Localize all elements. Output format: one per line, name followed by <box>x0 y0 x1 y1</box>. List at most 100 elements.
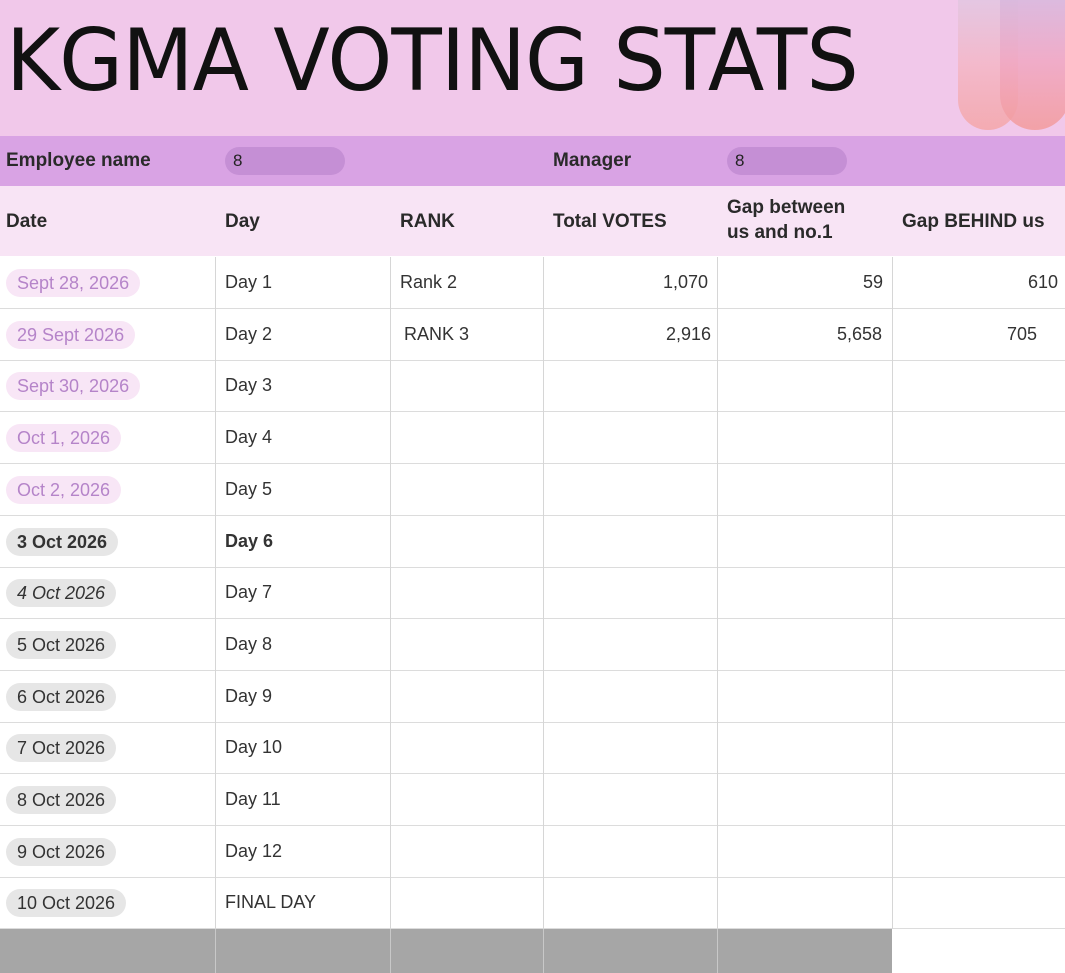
footer-bar <box>0 929 892 973</box>
date-chip[interactable]: 9 Oct 2026 <box>6 837 117 866</box>
gap-no1-cell[interactable]: 5,658 <box>836 323 882 344</box>
total-votes-cell[interactable]: 1,070 <box>662 272 708 292</box>
total-votes-cell[interactable] <box>543 464 708 515</box>
table-row: Oct 2, 2026 Day 5 <box>0 464 1065 516</box>
day-cell[interactable]: Day 3 <box>225 375 273 396</box>
day-cell[interactable]: Day 9 <box>225 685 273 706</box>
date-chip[interactable]: 6 Oct 2026 <box>6 682 117 711</box>
table-row: 29 Sept 2026 Day 2 RANK 3 2,916 5,658 705 <box>0 309 1065 361</box>
column-header-gap-no1: Gap between us and no.1 <box>727 195 845 245</box>
date-chip[interactable]: 29 Sept 2026 <box>6 320 136 349</box>
table-header: Date Day RANK Total VOTES Gap between us… <box>0 186 1065 256</box>
table-row: 5 Oct 2026 Day 8 <box>0 619 1065 671</box>
total-votes-cell[interactable] <box>543 619 708 670</box>
gap-no1-cell[interactable] <box>717 671 883 722</box>
day-cell[interactable]: Day 10 <box>225 737 283 758</box>
gap-no1-cell[interactable] <box>717 619 883 670</box>
column-divider <box>215 257 216 929</box>
info-row: Employee name 8 Manager 8 <box>0 136 1065 186</box>
gap-behind-cell[interactable] <box>892 619 1058 670</box>
date-chip[interactable]: Sept 30, 2026 <box>6 372 141 401</box>
gap-behind-cell[interactable] <box>892 516 1058 567</box>
footer-divider <box>390 929 391 973</box>
table-row: Oct 1, 2026 Day 4 <box>0 412 1065 465</box>
column-header-rank: RANK <box>400 211 455 232</box>
gap-behind-cell[interactable] <box>892 360 1058 411</box>
total-votes-cell[interactable] <box>543 826 708 877</box>
total-votes-cell[interactable] <box>543 412 708 463</box>
gap-no1-cell[interactable] <box>717 516 883 567</box>
gap-no1-cell[interactable] <box>717 722 883 773</box>
table-row: 9 Oct 2026 Day 12 <box>0 826 1065 878</box>
employee-name-field[interactable]: 8 <box>225 147 345 175</box>
footer-divider <box>543 929 544 973</box>
date-chip[interactable]: Sept 28, 2026 <box>6 269 141 297</box>
day-cell[interactable]: Day 6 <box>225 530 274 551</box>
day-cell[interactable]: Day 4 <box>225 427 273 448</box>
total-votes-cell[interactable] <box>543 774 708 825</box>
gap-no1-cell[interactable] <box>717 464 883 515</box>
rank-cell[interactable]: RANK 3 <box>404 323 470 344</box>
gap-behind-cell[interactable] <box>892 671 1058 722</box>
total-votes-cell[interactable] <box>543 722 708 773</box>
total-votes-cell[interactable]: 2,916 <box>665 323 711 344</box>
day-cell[interactable]: Day 1 <box>225 272 273 292</box>
gap-behind-cell[interactable] <box>892 826 1058 877</box>
gap-no1-cell[interactable] <box>717 877 883 928</box>
footer-divider <box>215 929 216 973</box>
date-chip[interactable]: 7 Oct 2026 <box>6 734 117 763</box>
date-chip[interactable]: 4 Oct 2026 <box>6 579 117 608</box>
gap-no1-cell[interactable] <box>717 774 883 825</box>
table-row: 4 Oct 2026 Day 7 <box>0 567 1065 620</box>
footer-divider <box>717 929 718 973</box>
gap-no1-cell[interactable] <box>717 360 883 411</box>
day-cell[interactable]: Day 5 <box>225 478 273 499</box>
table-row: 8 Oct 2026 Day 11 <box>0 774 1065 826</box>
gap-behind-cell[interactable] <box>892 877 1058 928</box>
gap-behind-cell[interactable] <box>892 567 1058 618</box>
column-divider <box>543 257 544 929</box>
date-chip[interactable]: Oct 2, 2026 <box>6 475 122 504</box>
date-chip[interactable]: 3 Oct 2026 <box>6 527 119 556</box>
day-cell[interactable]: FINAL DAY <box>225 892 317 913</box>
table-row: 6 Oct 2026 Day 9 <box>0 671 1065 723</box>
gap-behind-cell[interactable] <box>892 774 1058 825</box>
gap-behind-cell[interactable] <box>892 722 1058 773</box>
date-chip[interactable]: Oct 1, 2026 <box>6 424 122 453</box>
manager-label: Manager <box>553 150 632 171</box>
total-votes-cell[interactable] <box>543 671 708 722</box>
date-chip[interactable]: 5 Oct 2026 <box>6 630 117 659</box>
column-header-total-votes: Total VOTES <box>553 211 667 232</box>
day-cell[interactable]: Day 8 <box>225 633 273 654</box>
gap-no1-cell[interactable]: 59 <box>862 272 883 292</box>
column-header-date: Date <box>6 211 48 232</box>
gap-behind-cell[interactable] <box>892 412 1058 463</box>
column-divider <box>892 257 893 929</box>
total-votes-cell[interactable] <box>543 516 708 567</box>
gap-no1-cell[interactable] <box>717 412 883 463</box>
table-row: Sept 28, 2026 Day 1 Rank 2 1,070 59 610 <box>0 257 1065 309</box>
date-chip[interactable]: 8 Oct 2026 <box>6 786 117 814</box>
day-cell[interactable]: Day 12 <box>225 840 283 861</box>
gap-no1-cell[interactable] <box>717 567 883 618</box>
rank-cell[interactable]: Rank 2 <box>400 272 458 292</box>
gap-no1-cell[interactable] <box>717 826 883 877</box>
day-cell[interactable]: Day 2 <box>225 323 273 344</box>
table-row: 3 Oct 2026 Day 6 <box>0 516 1065 568</box>
column-header-gap-no1-line2: us and no.1 <box>727 222 833 243</box>
manager-field[interactable]: 8 <box>727 147 847 175</box>
decorative-blob <box>1000 0 1065 130</box>
gap-behind-cell[interactable]: 705 <box>1006 323 1037 344</box>
date-chip[interactable]: 10 Oct 2026 <box>6 889 127 918</box>
total-votes-cell[interactable] <box>543 567 708 618</box>
page-title: KGMA VOTING STATS <box>6 11 859 111</box>
gap-behind-cell[interactable] <box>892 464 1058 515</box>
table-row: 7 Oct 2026 Day 10 <box>0 722 1065 775</box>
day-cell[interactable]: Day 7 <box>225 582 273 603</box>
title-banner: KGMA VOTING STATS <box>0 0 1065 136</box>
total-votes-cell[interactable] <box>543 877 708 928</box>
total-votes-cell[interactable] <box>543 360 708 411</box>
day-cell[interactable]: Day 11 <box>225 789 281 809</box>
column-divider <box>390 257 391 929</box>
gap-behind-cell[interactable]: 610 <box>1027 272 1058 292</box>
